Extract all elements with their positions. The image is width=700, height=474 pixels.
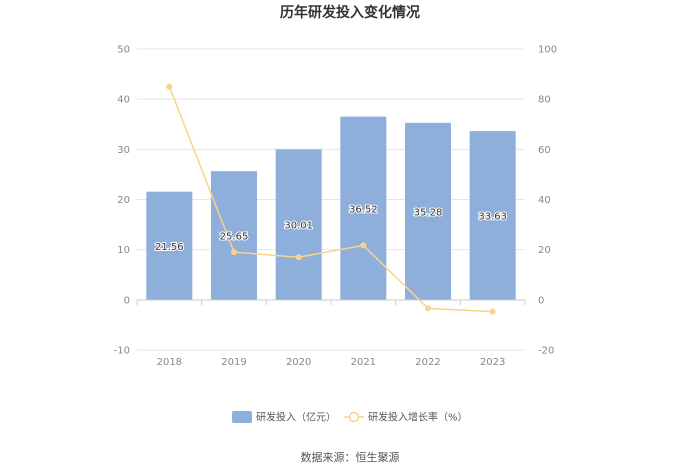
bar-labels: 21.56 25.65 30.01 36.52 35.28 33.63 [154, 203, 508, 254]
legend-bar-label[interactable]: 研发投入（亿元） [256, 411, 336, 424]
growth-line [166, 83, 496, 315]
bar-2020[interactable] [275, 149, 322, 300]
growth-point-2020[interactable] [295, 254, 302, 261]
chart-title: 历年研发投入变化情况 [280, 4, 420, 21]
bar-value-label: 30.01 [284, 221, 313, 232]
left-axis: -10 0 10 20 30 40 50 [114, 45, 130, 357]
legend-line-label[interactable]: 研发投入增长率（%） [368, 411, 468, 424]
x-axis: 2018 2019 2020 2021 2022 2023 [136, 299, 526, 368]
growth-line-path [168, 86, 493, 313]
left-tick-label: 0 [124, 295, 130, 306]
bar-2019[interactable] [211, 171, 257, 300]
growth-point-2019[interactable] [231, 249, 237, 256]
x-tick-label: 2021 [351, 357, 376, 368]
bar-value-label: 33.63 [478, 212, 507, 223]
right-tick-label: 100 [538, 45, 557, 56]
left-tick-label: -10 [114, 346, 130, 357]
right-tick-label: 0 [538, 295, 544, 306]
x-tick-label: 2022 [415, 357, 440, 368]
growth-point-2021[interactable] [360, 242, 367, 249]
left-tick-label: 50 [117, 45, 130, 56]
right-tick-label: 80 [538, 95, 551, 106]
x-tick-label: 2019 [221, 357, 246, 368]
right-tick-label: 40 [538, 195, 551, 206]
right-tick-label: 20 [538, 245, 551, 256]
bar-value-label: 36.52 [349, 204, 378, 215]
left-tick-label: 40 [117, 95, 130, 106]
growth-point-2022[interactable] [425, 305, 431, 312]
x-tick-label: 2020 [286, 357, 311, 368]
right-tick-label: 60 [538, 145, 551, 156]
bar-value-label: 25.65 [220, 232, 249, 243]
legend-bar-swatch [232, 411, 252, 423]
bar-2021[interactable] [340, 116, 387, 300]
left-tick-label: 30 [117, 145, 130, 156]
bar-2023[interactable] [469, 131, 516, 300]
bar-2022[interactable] [405, 122, 451, 300]
legend: 研发投入（亿元） 研发投入增长率（%） [232, 411, 468, 424]
legend-line-marker [348, 411, 360, 423]
left-tick-label: 10 [117, 245, 130, 256]
growth-point-2018[interactable] [166, 83, 173, 90]
bar-value-label: 21.56 [155, 242, 184, 253]
left-tick-label: 20 [117, 195, 130, 206]
right-axis: -20 0 20 40 60 80 100 [538, 45, 557, 357]
bar-2018[interactable] [146, 191, 193, 300]
data-source: 数据来源：恒生聚源 [301, 450, 400, 464]
bar-value-label: 35.28 [414, 207, 443, 218]
bars [146, 116, 516, 300]
x-tick-label: 2018 [157, 357, 182, 368]
x-tick-label: 2023 [480, 357, 505, 368]
growth-point-2023[interactable] [489, 308, 496, 315]
right-tick-label: -20 [538, 346, 554, 357]
